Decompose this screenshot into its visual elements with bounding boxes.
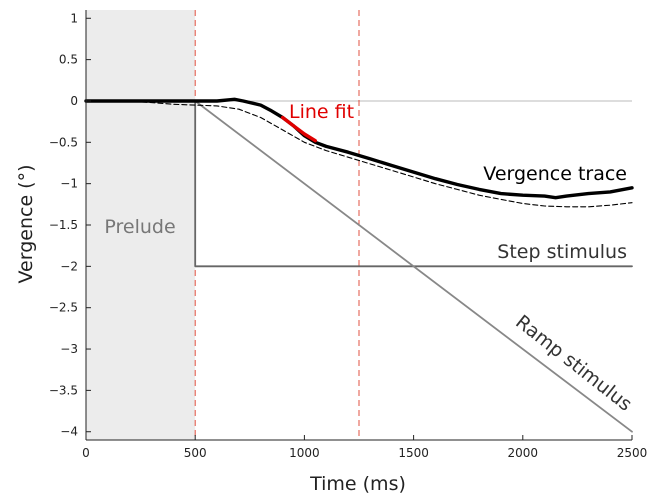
x-tick-label: 1500 [398,446,429,460]
y-tick-label: 0.5 [59,53,78,67]
x-tick-label: 1000 [289,446,320,460]
series-layer [84,97,634,433]
y-tick-label: −2 [60,259,78,273]
y-tick-label: −2.5 [49,301,78,315]
y-ticks: 1 0.5 0 −0.5 −1 −1.5 −2 −2.5 −3 −3.5 −4 [49,11,91,439]
ramp-stimulus-line [194,100,633,433]
y-axis-label: Vergence (°) [15,165,37,284]
y-tick-label: −3 [60,342,78,356]
vergence-trace-label: Vergence trace [483,163,627,185]
y-tick-label: −4 [60,425,78,439]
time-markers [194,10,360,440]
line-fit-line [280,115,317,143]
line-fit-label: Line fit [289,101,354,123]
y-tick-label: −1.5 [49,218,78,232]
y-tick-label: 1 [70,11,78,25]
y-tick-label: −1 [60,177,78,191]
prelude-region [86,10,196,440]
x-tick-label: 2500 [617,446,648,460]
x-ticks: 0 500 1000 1500 2000 2500 [82,435,647,460]
x-tick-label: 500 [184,446,207,460]
reference-trace-line [85,100,633,208]
ramp-stimulus-label: Ramp stimulus [511,311,636,416]
x-axis-label: Time (ms) [309,473,406,495]
x-tick-label: 2000 [508,446,539,460]
y-tick-label: 0 [70,94,78,108]
y-tick-label: −0.5 [49,135,78,149]
vergence-trace-line [84,97,634,200]
step-stimulus-label: Step stimulus [497,241,627,263]
y-tick-label: −3.5 [49,383,78,397]
prelude-label: Prelude [104,216,175,238]
x-tick-label: 0 [82,446,90,460]
